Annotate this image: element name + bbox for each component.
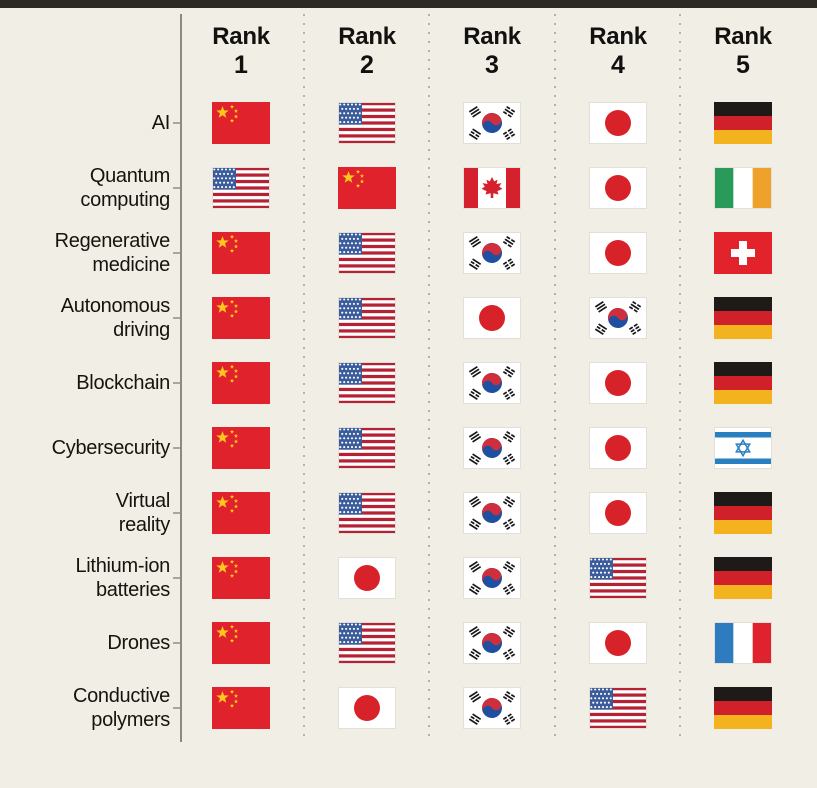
flag-china-icon [212,232,270,274]
flag-japan-icon [589,232,647,274]
axis-tick-icon [173,707,180,709]
axis-tick-icon [173,447,180,449]
row-label: Regenerative medicine [54,230,171,276]
rank-number: 3 [485,51,499,79]
flag-germany-icon [714,297,772,339]
axis-tick-icon [173,642,180,644]
row-label: Quantum computing [80,165,170,211]
axis-tick-icon [173,187,180,189]
flag-china-icon [338,167,396,209]
dotted-separator [428,14,430,742]
flag-south-korea-icon [463,102,521,144]
rank-label: Rank [212,23,270,50]
flag-ireland-icon [714,167,772,209]
flag-switzerland-icon [714,232,772,274]
flag-china-icon [212,427,270,469]
flag-south-korea-icon [463,687,521,729]
flag-south-korea-icon [589,297,647,339]
dotted-separator [679,14,681,742]
flag-china-icon [212,492,270,534]
flag-israel-icon [714,427,772,469]
row-label: Virtual reality [115,490,171,536]
row-label: Autonomous driving [60,295,171,341]
column-header: Rank 3 [442,24,542,80]
flag-germany-icon [714,362,772,404]
axis-tick-icon [173,122,180,124]
rank-number: 1 [234,51,248,79]
flag-japan-icon [589,102,647,144]
flag-china-icon [212,622,270,664]
rank-number: 5 [736,51,750,79]
row-label: AI [151,112,171,134]
flag-usa-icon [338,622,396,664]
rank-label: Rank [589,23,647,50]
dotted-separator [554,14,556,742]
flag-japan-icon [589,167,647,209]
flag-china-icon [212,362,270,404]
row-label: Blockchain [76,372,170,394]
flag-south-korea-icon [463,232,521,274]
axis-tick-icon [173,252,180,254]
axis-tick-icon [173,382,180,384]
column-header: Rank 2 [317,24,417,80]
row-label: Lithium-ion batteries [75,555,170,601]
flag-usa-icon [338,427,396,469]
flag-japan-icon [589,362,647,404]
flag-south-korea-icon [463,362,521,404]
flag-china-icon [212,557,270,599]
flag-germany-icon [714,687,772,729]
rank-number: 2 [360,51,374,79]
flag-japan-icon [463,297,521,339]
flag-china-icon [212,102,270,144]
flag-south-korea-icon [463,557,521,599]
dotted-separator [303,14,305,742]
column-header: Rank 5 [693,24,793,80]
flag-canada-icon [463,167,521,209]
flag-germany-icon [714,492,772,534]
column-header: Rank 1 [191,24,291,80]
flag-germany-icon [714,102,772,144]
flag-japan-icon [589,427,647,469]
flag-usa-icon [212,167,270,209]
flag-usa-icon [338,492,396,534]
flag-south-korea-icon [463,492,521,534]
row-label: Drones [107,632,170,654]
axis-tick-icon [173,512,180,514]
axis-tick-icon [173,317,180,319]
flag-japan-icon [338,557,396,599]
axis-tick-icon [173,577,180,579]
flag-usa-icon [338,232,396,274]
row-label: Cybersecurity [51,437,171,459]
row-label: Conductive polymers [72,685,170,731]
flag-china-icon [212,297,270,339]
flag-south-korea-icon [463,622,521,664]
flag-france-icon [714,622,772,664]
axis-line [180,14,182,742]
flag-usa-icon [338,362,396,404]
rank-label: Rank [338,23,396,50]
flag-south-korea-icon [463,427,521,469]
rank-number: 4 [611,51,625,79]
flag-usa-icon [589,687,647,729]
column-header: Rank 4 [568,24,668,80]
flag-japan-icon [589,622,647,664]
flag-usa-icon [338,297,396,339]
rank-label: Rank [463,23,521,50]
flag-japan-icon [338,687,396,729]
flag-japan-icon [589,492,647,534]
flag-usa-icon [338,102,396,144]
top-accent-bar [0,0,817,8]
flag-germany-icon [714,557,772,599]
flag-china-icon [212,687,270,729]
flag-usa-icon [589,557,647,599]
rank-label: Rank [714,23,772,50]
